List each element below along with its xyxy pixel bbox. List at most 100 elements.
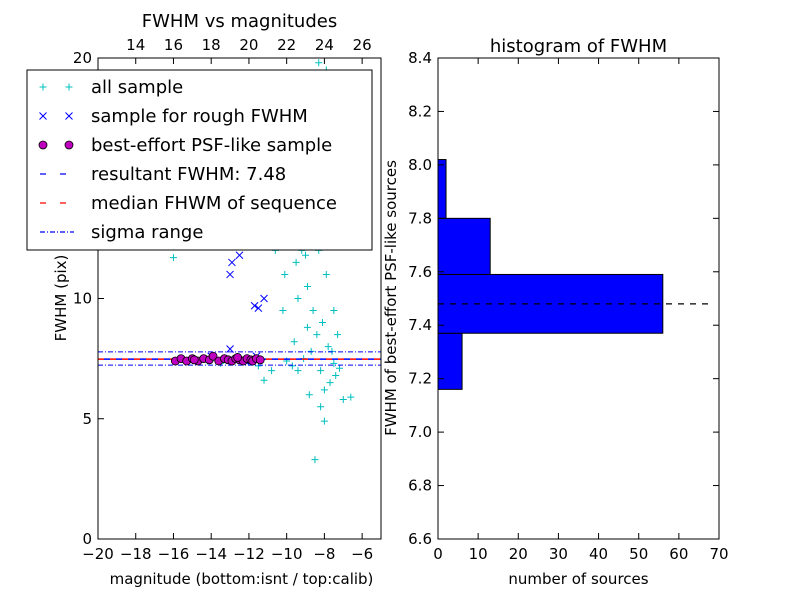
all-sample-point xyxy=(292,258,300,266)
best-effort-point xyxy=(208,351,218,361)
histogram-xtick-label: 0 xyxy=(433,545,443,563)
scatter-xtick-label: −18 xyxy=(120,545,152,563)
scatter-xtick-label: −16 xyxy=(158,545,190,563)
scatter-top-xtick-label: 14 xyxy=(126,36,145,54)
scatter-top-xtick-label: 18 xyxy=(202,36,221,54)
all-sample-point xyxy=(330,307,338,315)
histogram-ytick-label: 7.8 xyxy=(408,209,432,227)
all-sample-point xyxy=(302,251,310,259)
histogram-ytick-label: 8.0 xyxy=(408,156,432,174)
rough-sample-point xyxy=(226,270,234,279)
scatter-ytick-label: 20 xyxy=(73,49,92,67)
legend-marker-x xyxy=(39,112,47,120)
rough-sample-point xyxy=(254,304,263,312)
all-sample-point xyxy=(309,307,317,315)
histogram-xtick-label: 60 xyxy=(669,545,688,563)
scatter-top-xtick-label: 24 xyxy=(315,36,334,54)
histogram-ytick-label: 7.4 xyxy=(408,316,432,334)
rough-sample-point xyxy=(250,301,259,310)
legend-marker-circle xyxy=(38,140,48,150)
all-sample-point xyxy=(335,364,343,372)
all-sample-point xyxy=(313,331,321,339)
histogram-ytick-label: 6.6 xyxy=(408,530,432,548)
histogram-ytick-label: 7.0 xyxy=(408,423,432,441)
all-sample-point xyxy=(317,403,325,411)
all-sample-point xyxy=(311,456,319,464)
all-sample-point xyxy=(332,371,340,379)
all-sample-point xyxy=(281,270,289,278)
all-sample-point xyxy=(303,323,311,331)
scatter-top-xtick-label: 16 xyxy=(164,36,183,54)
all-sample-point xyxy=(320,386,328,394)
scatter-top-xtick-label: 20 xyxy=(239,36,258,54)
legend-label: best-effort PSF-like sample xyxy=(91,135,332,156)
legend-label: sample for rough FWHM xyxy=(91,106,308,127)
rough-sample-point xyxy=(228,258,236,267)
scatter-xtick-label: −10 xyxy=(271,545,303,563)
scatter-ytick-label: 5 xyxy=(82,410,92,428)
rough-sample-point xyxy=(226,345,234,353)
histogram-xtick-label: 70 xyxy=(709,545,728,563)
all-sample-point xyxy=(279,307,287,315)
all-sample-point xyxy=(326,379,334,387)
rough-sample-point xyxy=(260,294,268,303)
histogram-x-axis-label: number of sources xyxy=(508,570,648,588)
all-sample-point xyxy=(294,367,302,375)
all-sample-point xyxy=(288,362,296,370)
all-sample-point xyxy=(268,367,276,375)
histogram-ytick-label: 8.4 xyxy=(408,49,432,67)
all-sample-point xyxy=(290,338,298,346)
scatter-ytick-label: 0 xyxy=(82,530,92,548)
best-effort-point xyxy=(233,353,243,362)
all-sample-point xyxy=(347,393,355,401)
scatter-ytick-label: 10 xyxy=(73,290,92,308)
histogram-xtick-label: 10 xyxy=(469,545,488,563)
scatter-x-axis-label: magnitude (bottom:isnt / top:calib) xyxy=(110,570,374,588)
all-sample-point xyxy=(260,376,268,384)
histogram-xtick-label: 40 xyxy=(589,545,608,563)
histogram-y-axis-label: FWHM of best-effort PSF-like sources xyxy=(382,160,400,436)
histogram-frame xyxy=(437,57,720,540)
legend-marker-plus xyxy=(39,83,47,91)
all-sample-point xyxy=(339,396,347,404)
all-sample-point xyxy=(330,359,338,367)
all-sample-point xyxy=(334,331,342,339)
all-sample-point xyxy=(317,367,325,375)
scatter-xtick-label: −8 xyxy=(313,545,335,563)
scatter-top-xtick-label: 26 xyxy=(353,36,372,54)
best-effort-point xyxy=(255,355,265,365)
legend-marker-x xyxy=(65,112,73,120)
all-sample-point xyxy=(315,59,323,67)
legend-label: resultant FWHM: 7.48 xyxy=(91,164,286,185)
all-sample-point xyxy=(305,391,313,399)
histogram-ytick-label: 6.8 xyxy=(408,477,432,495)
all-sample-point xyxy=(319,319,327,327)
scatter-y-axis-label: FWHM (pix) xyxy=(52,255,70,342)
all-sample-point xyxy=(169,254,177,262)
all-sample-point xyxy=(294,295,302,302)
best-effort-point xyxy=(189,355,199,365)
all-sample-point xyxy=(303,282,311,290)
legend-marker-circle xyxy=(64,140,74,150)
histogram-bar xyxy=(437,332,463,390)
histogram-xtick-label: 20 xyxy=(509,545,528,563)
histogram-ytick-label: 7.2 xyxy=(408,370,432,388)
legend-box xyxy=(26,69,373,251)
legend-label: sigma range xyxy=(91,222,203,243)
histogram-xtick-label: 50 xyxy=(629,545,648,563)
scatter-xtick-label: −14 xyxy=(195,545,227,563)
legend-label: median FHWM of sequence xyxy=(91,193,337,214)
histogram-bar xyxy=(437,217,491,275)
histogram-bar xyxy=(437,159,447,219)
scatter-top-xtick-label: 22 xyxy=(277,36,296,54)
histogram-title: histogram of FWHM xyxy=(490,36,667,57)
rough-sample-point xyxy=(235,251,244,260)
histogram-xtick-label: 30 xyxy=(549,545,568,563)
legend-label: all sample xyxy=(91,77,183,98)
legend-marker-plus xyxy=(65,83,73,91)
histogram-ytick-label: 8.2 xyxy=(408,102,432,120)
histogram-ytick-label: 7.6 xyxy=(408,263,432,281)
scatter-xtick-label: −6 xyxy=(351,545,373,563)
all-sample-point xyxy=(322,270,330,278)
